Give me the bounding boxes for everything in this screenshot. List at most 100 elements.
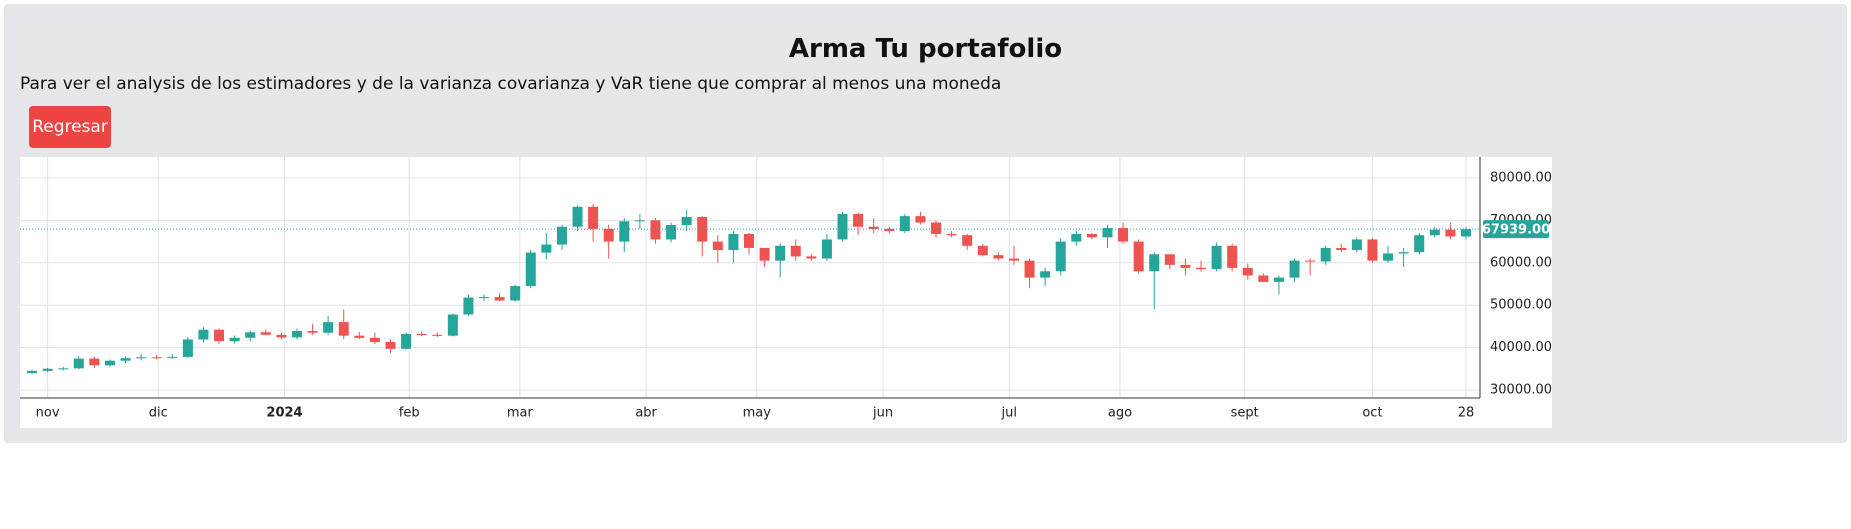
candle-body — [1336, 247, 1347, 251]
candle-body — [1414, 235, 1425, 253]
back-button[interactable]: Regresar — [29, 106, 111, 148]
candle-body — [868, 226, 879, 229]
candle-body — [1429, 229, 1440, 236]
candle-body — [1195, 267, 1206, 270]
last-price-label: 67939.00 — [1482, 223, 1550, 238]
candle-body — [1242, 267, 1253, 276]
candle-body — [884, 228, 895, 231]
candle-body — [1024, 260, 1035, 278]
x-tick-label: sept — [1231, 406, 1259, 421]
candle-body — [401, 333, 412, 349]
candle-body — [323, 322, 334, 333]
x-tick-label: jul — [1001, 406, 1017, 421]
candle-body — [510, 286, 521, 301]
candle-body — [42, 368, 53, 371]
candle-body — [198, 329, 209, 340]
candle-body — [182, 339, 193, 357]
candle-body — [853, 214, 864, 227]
candle-body — [759, 247, 770, 261]
candle-body — [899, 216, 910, 231]
x-tick-label: abr — [635, 406, 657, 421]
chart-background — [20, 157, 1552, 428]
candle-body — [1258, 275, 1269, 282]
candle-body — [151, 357, 162, 359]
x-tick-label: may — [743, 406, 772, 421]
candle-body — [1149, 254, 1160, 272]
candle-body — [775, 245, 786, 261]
candle-body — [1460, 229, 1471, 237]
candle-body — [837, 214, 848, 240]
candle-body — [338, 322, 349, 336]
candle-body — [1211, 245, 1222, 270]
candle-body — [697, 216, 708, 242]
candle-body — [120, 358, 131, 361]
candle-body — [1008, 258, 1019, 261]
candle-body — [603, 228, 614, 242]
candle-body — [666, 225, 677, 240]
candle-body — [650, 220, 661, 240]
candle-body — [1227, 245, 1238, 268]
candle-body — [619, 221, 630, 242]
x-tick-label: 2024 — [266, 406, 302, 421]
candle-body — [432, 334, 443, 336]
candle-body — [1180, 264, 1191, 268]
x-tick-label: jun — [872, 406, 893, 421]
candle-body — [743, 233, 754, 248]
x-tick-label: 28 — [1458, 406, 1475, 421]
x-tick-label: dic — [149, 406, 168, 421]
candle-body — [1071, 233, 1082, 242]
candle-body — [1320, 247, 1331, 262]
page-title: Arma Tu portafolio — [788, 34, 1063, 64]
candle-body — [634, 220, 645, 222]
candle-body — [167, 356, 178, 358]
candle-body — [463, 297, 474, 315]
y-tick-label: 60000.00 — [1490, 255, 1552, 270]
candle-body — [728, 233, 739, 251]
x-tick-label: feb — [399, 406, 420, 421]
candle-body — [229, 337, 240, 342]
candle-body — [58, 368, 69, 370]
candle-body — [307, 331, 318, 333]
candle-body — [572, 206, 583, 227]
x-tick-label: oct — [1362, 406, 1382, 421]
candle-body — [89, 358, 100, 366]
y-tick-label: 30000.00 — [1490, 382, 1552, 397]
candle-body — [1055, 241, 1066, 272]
candle-body — [260, 332, 271, 335]
candle-body — [1367, 239, 1378, 261]
candle-body — [525, 252, 536, 287]
candle-body — [806, 256, 817, 259]
candle-body — [1086, 233, 1097, 238]
candle-body — [276, 334, 287, 338]
candle-body — [479, 297, 490, 299]
candle-body — [977, 245, 988, 256]
candle-body — [1445, 229, 1456, 237]
candle-body — [354, 335, 365, 338]
candle-body — [1133, 241, 1144, 272]
candle-body — [915, 216, 926, 223]
candle-body — [1398, 252, 1409, 254]
candle-body — [821, 239, 832, 259]
candle-body — [993, 255, 1004, 259]
candle-body — [1351, 239, 1362, 251]
candle-body — [104, 360, 115, 366]
x-tick-label: nov — [36, 406, 60, 421]
y-tick-label: 40000.00 — [1490, 340, 1552, 355]
candle-body — [931, 222, 942, 234]
candle-body — [447, 314, 458, 336]
message: Para ver el analysis de los estimadores … — [20, 74, 1002, 94]
candle-body — [588, 206, 599, 229]
candle-body — [494, 297, 505, 301]
y-tick-label: 50000.00 — [1490, 298, 1552, 313]
x-tick-label: mar — [507, 406, 534, 421]
candle-body — [712, 241, 723, 251]
candle-body — [1383, 253, 1394, 261]
candle-body — [245, 332, 256, 338]
candle-body — [1305, 260, 1316, 262]
candle-body — [962, 235, 973, 246]
candle-body — [1040, 271, 1051, 278]
candle-body — [1118, 228, 1129, 242]
candle-body — [27, 370, 38, 373]
candle-body — [681, 216, 692, 226]
